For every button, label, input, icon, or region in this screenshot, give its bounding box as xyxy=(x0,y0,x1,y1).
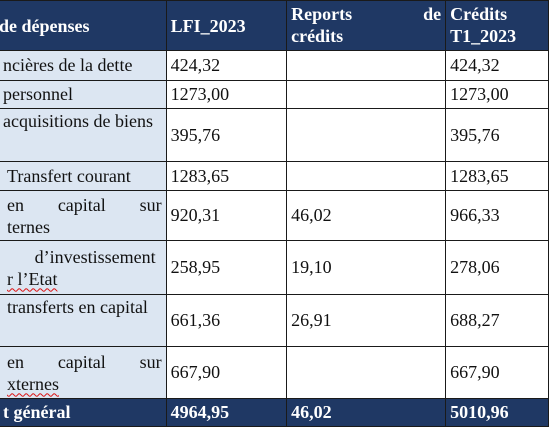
cell-lfi: 424,32 xyxy=(165,50,288,81)
cell-lfi: 1283,65 xyxy=(165,161,288,191)
header-row: de dépenses LFI_2023 Reports de crédits C… xyxy=(0,0,549,51)
cell-credits: 395,76 xyxy=(445,108,549,162)
cell-reports xyxy=(286,161,447,191)
header-lfi-2023: LFI_2023 xyxy=(165,0,288,51)
cell-credits: 688,27 xyxy=(445,294,549,347)
row-label: en capital sur xternes xyxy=(0,346,167,399)
total-lfi: 4964,95 xyxy=(165,398,288,427)
table-row: d’investissement r l’Etat 258,95 19,10 2… xyxy=(0,240,549,295)
header-credits-t1-2023: Crédits T1_2023 xyxy=(445,0,549,51)
cell-lfi: 661,36 xyxy=(165,294,288,347)
cell-reports xyxy=(286,80,447,109)
table-row: ncières de la dette 424,32 424,32 xyxy=(0,50,549,81)
cell-reports: 46,02 xyxy=(286,190,447,241)
table-row: Transfert courant 1283,65 1283,65 xyxy=(0,161,549,191)
cell-credits: 667,90 xyxy=(445,346,549,399)
total-credits: 5010,96 xyxy=(445,398,549,427)
row-label: acquisitions de biens xyxy=(0,108,167,162)
table-row: en capital sur xternes 667,90 667,90 xyxy=(0,346,549,399)
cell-lfi: 258,95 xyxy=(165,240,288,295)
cell-credits: 1273,00 xyxy=(445,80,549,109)
cell-lfi: 1273,00 xyxy=(165,80,288,109)
cell-reports xyxy=(286,346,447,399)
table-row: acquisitions de biens 395,76 395,76 xyxy=(0,108,549,162)
table-row: personnel 1273,00 1273,00 xyxy=(0,80,549,109)
header-reports-credits: Reports de crédits xyxy=(286,0,447,51)
cell-lfi: 667,90 xyxy=(165,346,288,399)
cell-credits: 424,32 xyxy=(445,50,549,81)
cell-credits: 278,06 xyxy=(445,240,549,295)
total-row: t général 4964,95 46,02 5010,96 xyxy=(0,398,549,427)
cell-reports xyxy=(286,108,447,162)
cell-credits: 966,33 xyxy=(445,190,549,241)
cell-reports: 26,91 xyxy=(286,294,447,347)
cell-reports xyxy=(286,50,447,81)
row-label: ncières de la dette xyxy=(0,50,167,81)
row-label: transferts en capital xyxy=(0,294,167,347)
cell-reports: 19,10 xyxy=(286,240,447,295)
table-row: en capital sur ternes 920,31 46,02 966,3… xyxy=(0,190,549,241)
cell-lfi: 395,76 xyxy=(165,108,288,162)
cell-credits: 1283,65 xyxy=(445,161,549,191)
header-nature-depenses: de dépenses xyxy=(0,0,167,51)
total-label: t général xyxy=(0,398,167,427)
total-reports: 46,02 xyxy=(286,398,447,427)
row-label: Transfert courant xyxy=(0,161,167,191)
cell-lfi: 920,31 xyxy=(165,190,288,241)
row-label: personnel xyxy=(0,80,167,109)
table-row: transferts en capital 661,36 26,91 688,2… xyxy=(0,294,549,347)
row-label: en capital sur ternes xyxy=(0,190,167,241)
row-label: d’investissement r l’Etat xyxy=(0,240,167,295)
